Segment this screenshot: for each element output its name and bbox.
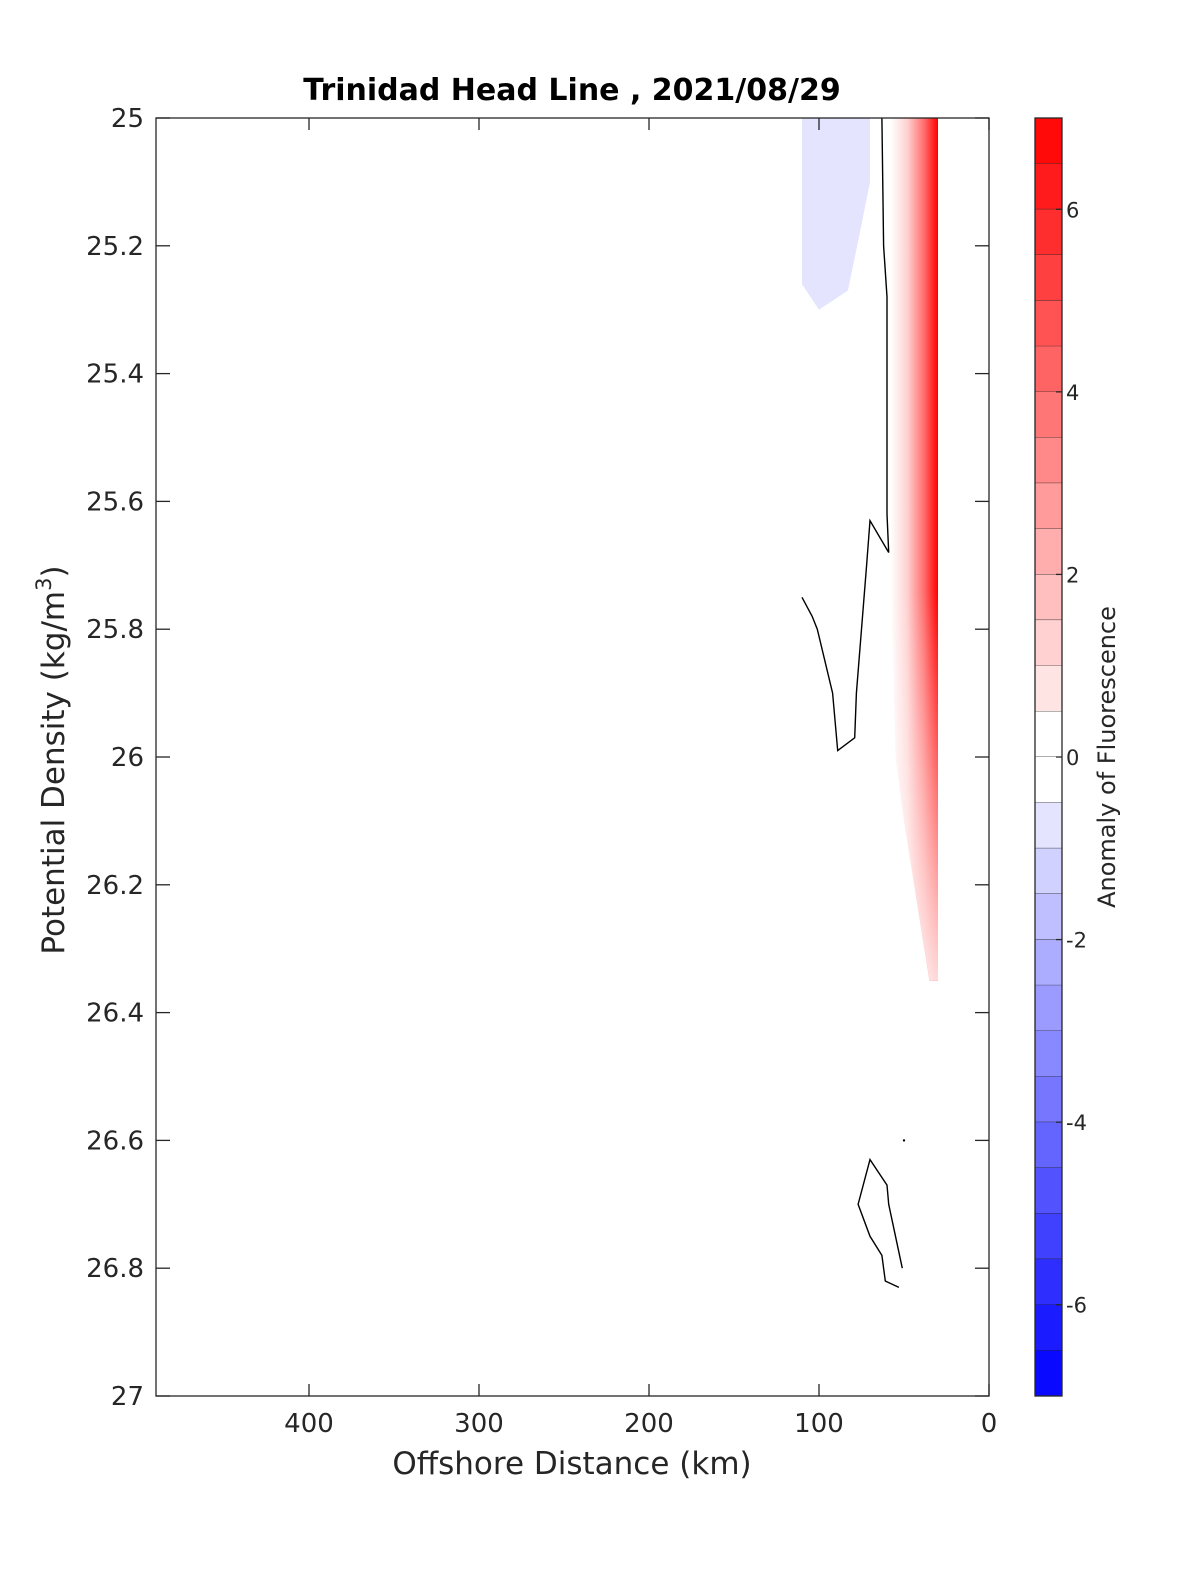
colorbar-band: [1035, 1350, 1062, 1397]
colorbar-band: [1035, 346, 1062, 393]
colorbar-band: [1035, 118, 1062, 165]
y-tick-label: 25.8: [86, 615, 144, 645]
colorbar-band: [1035, 620, 1062, 667]
y-tick-label: 27: [111, 1382, 144, 1412]
colorbar-tick-label: -2: [1066, 929, 1087, 953]
colorbar-band: [1035, 1167, 1062, 1214]
colorbar-tick-label: 2: [1066, 563, 1079, 587]
x-axis-label: Offshore Distance (km): [392, 1446, 751, 1482]
colorbar-band: [1035, 1304, 1062, 1351]
y-tick-label: 26.4: [86, 999, 144, 1029]
colorbar-band: [1035, 1122, 1062, 1169]
zero-contour-line-1: [801, 118, 890, 752]
colorbar-band: [1035, 1213, 1062, 1260]
colorbar-band: [1035, 1259, 1062, 1306]
x-tick-label: 400: [284, 1409, 334, 1439]
colorbar-ticks: 6 4 2 0 -2 -4 -6: [1056, 198, 1087, 1318]
colorbar-bands: [1035, 118, 1062, 1397]
x-tick-label: 200: [624, 1409, 674, 1439]
colorbar-band: [1035, 209, 1062, 256]
colorbar-band: [1035, 391, 1062, 438]
colorbar-band: [1035, 757, 1062, 804]
colorbar-band: [1035, 665, 1062, 712]
colorbar: 6 4 2 0 -2 -4 -6: [1034, 117, 1087, 1397]
x-tick-label: 100: [794, 1409, 844, 1439]
y-axis: 25 25.2 25.4 25.6 25.8 26 26.2 26.4 26.6 26.8 27: [86, 104, 989, 1412]
colorbar-band: [1035, 939, 1062, 986]
colorbar-tick-label: -4: [1066, 1111, 1087, 1135]
colorbar-band: [1035, 528, 1062, 575]
y-tick-label: 26.6: [86, 1126, 144, 1156]
colorbar-band: [1035, 574, 1062, 621]
plot-area: 400 300 200 100 0 25 25.2 25.4 25.6 25.8 26 26.2 26…: [86, 104, 997, 1439]
y-axis-label-close: ): [36, 565, 72, 577]
colorbar-band: [1035, 1030, 1062, 1077]
colorbar-tick-label: -6: [1066, 1294, 1087, 1318]
y-tick-label: 26: [111, 743, 144, 773]
x-tick-label: 300: [454, 1409, 504, 1439]
plot-background: [156, 118, 989, 1396]
contour-fills: [802, 118, 938, 981]
y-tick-label: 25.4: [86, 360, 144, 390]
y-axis-label-sup: 3: [32, 577, 56, 590]
y-axis-label: Potential Density (kg/m3): [32, 565, 72, 954]
zero-contour-line-2: [857, 1157, 903, 1289]
colorbar-tick-label: 6: [1066, 198, 1079, 222]
zero-contour-lines: [801, 118, 906, 1289]
colorbar-band: [1035, 300, 1062, 347]
y-tick-label: 26.2: [86, 871, 144, 901]
colorbar-band: [1035, 163, 1062, 210]
x-tick-label: 0: [981, 1409, 998, 1439]
colorbar-band: [1035, 893, 1062, 941]
colorbar-band: [1035, 848, 1062, 895]
zero-contour-dot: [902, 1139, 906, 1142]
colorbar-band: [1035, 711, 1062, 758]
colorbar-label: Anomaly of Fluorescence: [1093, 606, 1121, 908]
colorbar-band: [1035, 802, 1062, 849]
negative-anomaly-region: [802, 118, 870, 310]
colorbar-band: [1035, 483, 1062, 530]
colorbar-tick-label: 0: [1066, 746, 1079, 770]
chart-title: Trinidad Head Line , 2021/08/29: [303, 73, 840, 108]
colorbar-band: [1035, 1076, 1062, 1123]
colorbar-band: [1035, 985, 1062, 1032]
colorbar-band: [1035, 254, 1062, 302]
y-tick-label: 25: [111, 104, 144, 134]
positive-anomaly-fade: [890, 118, 938, 981]
y-tick-label: 26.8: [86, 1254, 144, 1284]
y-tick-label: 25.2: [86, 232, 144, 262]
y-axis-label-main: Potential Density (kg/m: [36, 591, 72, 955]
colorbar-band: [1035, 437, 1062, 484]
colorbar-tick-label: 4: [1066, 381, 1079, 405]
y-tick-label: 25.6: [86, 487, 144, 517]
x-axis: 400 300 200 100 0: [284, 118, 997, 1439]
